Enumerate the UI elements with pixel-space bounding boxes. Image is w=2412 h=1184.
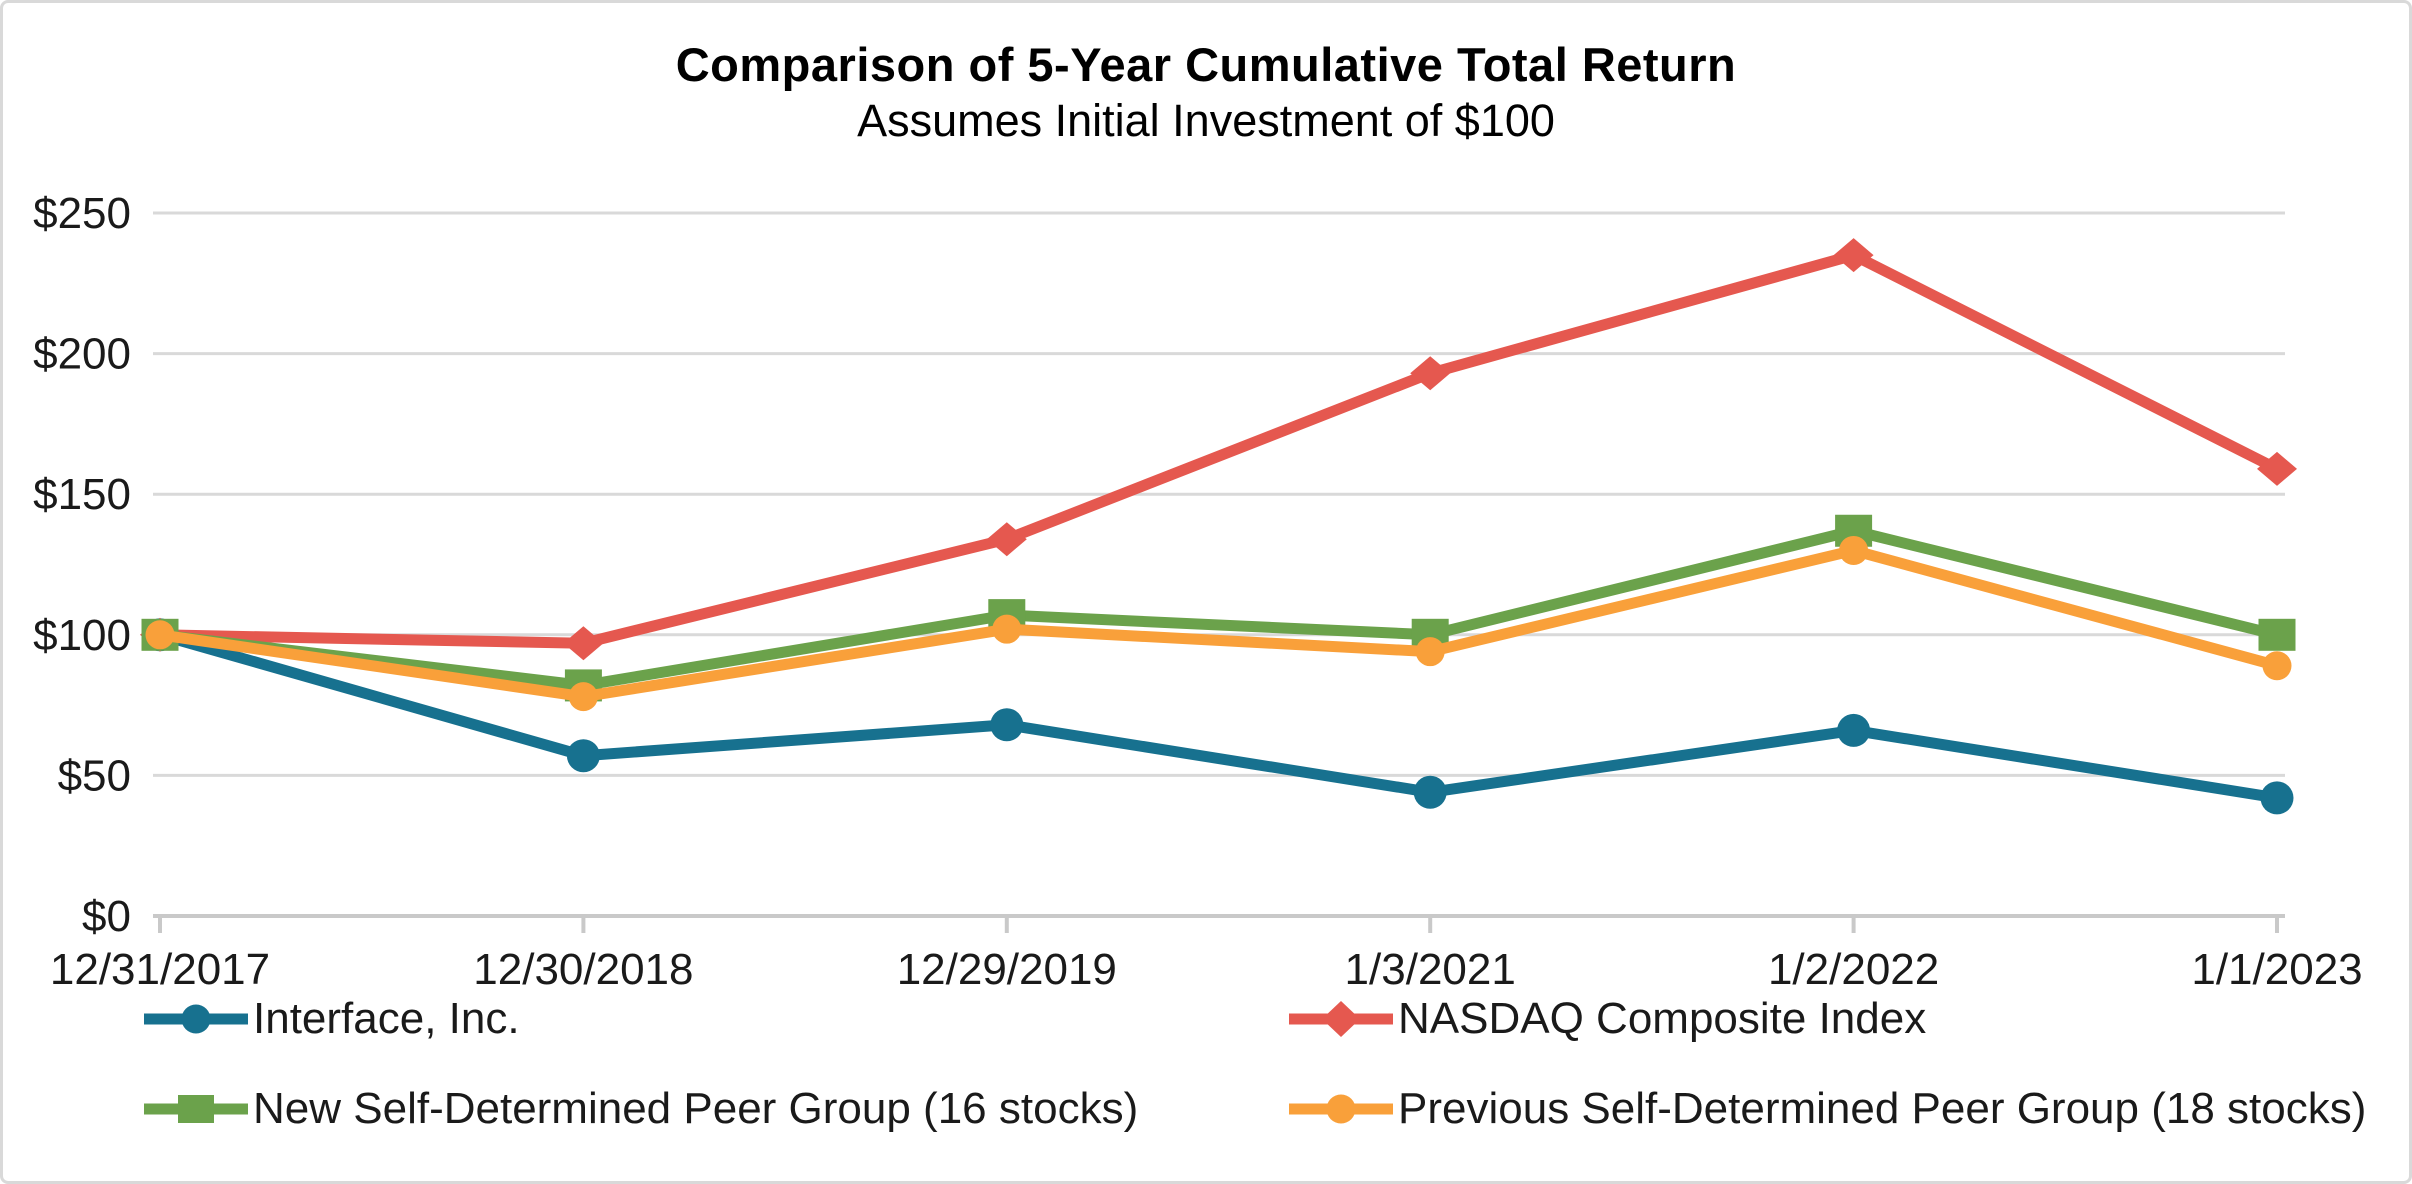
- legend-marker-circle: [144, 1004, 248, 1034]
- legend-marker-square: [144, 1095, 248, 1123]
- legend-item-interface: Interface, Inc.: [144, 997, 520, 1041]
- legend-item-previous-peer-group: Previous Self-Determined Peer Group (18 …: [1289, 1087, 2366, 1131]
- data-point-circle: [1839, 535, 1869, 565]
- legend-label-new-peer-group: New Self-Determined Peer Group (16 stock…: [253, 1084, 1139, 1133]
- y-tick-label: $250: [33, 189, 131, 238]
- legend-label-interface: Interface, Inc.: [253, 994, 520, 1043]
- series-line: [159, 249, 2280, 649]
- y-tick-label: $100: [33, 611, 131, 660]
- legend-label-previous-peer-group: Previous Self-Determined Peer Group (18 …: [1398, 1084, 2367, 1133]
- x-tick-label: 1/3/2021: [1345, 945, 1516, 994]
- chart-subtitle: Assumes Initial Investment of $100: [857, 95, 1555, 146]
- series-line: [159, 544, 2279, 703]
- data-point-diamond: [1833, 238, 1874, 273]
- x-tick-label: 12/29/2019: [897, 945, 1117, 994]
- legend-item-new-peer-group: New Self-Determined Peer Group (16 stock…: [144, 1087, 1138, 1131]
- y-tick-label: $200: [33, 330, 131, 379]
- data-point-circle: [1837, 713, 1871, 747]
- y-tick-label: $150: [33, 470, 131, 519]
- data-point-diamond: [986, 522, 1027, 557]
- data-point-circle: [2262, 651, 2292, 681]
- data-point-circle: [2260, 781, 2294, 815]
- series-line: [158, 629, 2278, 804]
- data-point-circle: [990, 708, 1024, 742]
- data-point-circle: [566, 739, 600, 773]
- data-point-circle: [145, 620, 175, 650]
- legend-item-nasdaq: NASDAQ Composite Index: [1289, 997, 1926, 1041]
- x-tick-label: 1/2/2022: [1768, 945, 1939, 994]
- data-point-circle: [992, 614, 1022, 644]
- data-point-circle: [1415, 637, 1445, 667]
- x-tick-label: 12/31/2017: [50, 945, 270, 994]
- x-tick-label: 1/1/2023: [2191, 945, 2362, 994]
- x-tick-label: 12/30/2018: [473, 945, 693, 994]
- chart-title: Comparison of 5-Year Cumulative Total Re…: [675, 38, 1737, 91]
- data-point-circle: [1413, 775, 1447, 809]
- data-point-square: [2258, 618, 2296, 651]
- data-point-diamond: [1410, 356, 1451, 391]
- y-tick-label: $50: [58, 751, 131, 800]
- y-tick-label: $0: [82, 892, 131, 941]
- data-point-diamond: [563, 626, 604, 661]
- plot-area: $0 $50 $100 $150 $200 $250 12/31/2017 12/30/201…: [33, 189, 2363, 994]
- series-line: [159, 525, 2279, 691]
- legend-marker-circle: [1289, 1094, 1393, 1124]
- data-point-diamond: [2257, 451, 2297, 486]
- legend-label-nasdaq: NASDAQ Composite Index: [1398, 994, 1927, 1043]
- legend-marker-diamond: [1289, 1001, 1393, 1037]
- data-point-circle: [568, 682, 598, 712]
